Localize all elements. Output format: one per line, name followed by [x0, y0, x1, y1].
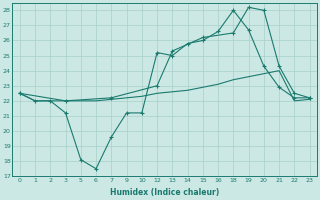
X-axis label: Humidex (Indice chaleur): Humidex (Indice chaleur)	[110, 188, 219, 197]
